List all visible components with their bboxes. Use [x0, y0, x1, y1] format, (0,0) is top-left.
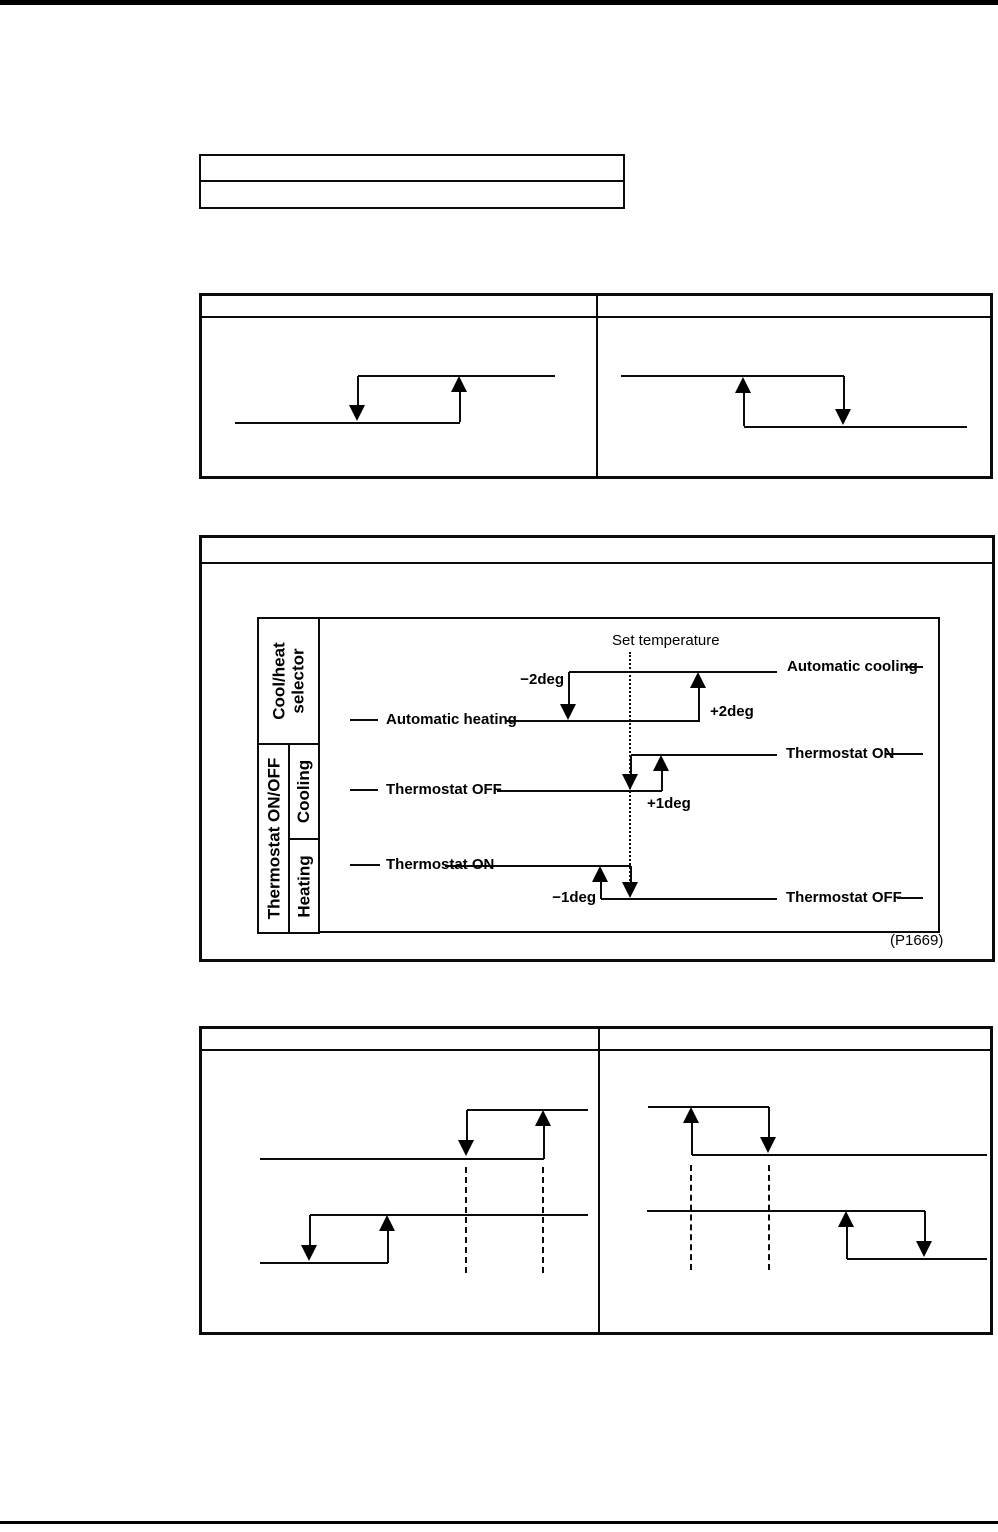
- step-line-low: [692, 1154, 987, 1156]
- arrow-down-icon: [560, 704, 576, 720]
- transition-line: [661, 770, 663, 791]
- label-tick: [886, 753, 923, 755]
- label-tick: [905, 666, 923, 668]
- figure-reference: (P1669): [890, 932, 944, 949]
- transition-line: [309, 1215, 311, 1247]
- table-border: [199, 293, 993, 479]
- set-temperature-label: Set temperature: [612, 632, 720, 649]
- auto-cooling-line: [569, 671, 777, 673]
- label-tick: [350, 864, 380, 866]
- label-tick: [897, 897, 923, 899]
- row-label-cool-heat-selector: Cool/heat selector: [257, 617, 320, 745]
- dashed-guide-line: [690, 1165, 692, 1270]
- step-line-high: [310, 1214, 588, 1216]
- thermostat-off-label: Thermostat OFF: [786, 889, 902, 906]
- arrow-down-icon: [622, 774, 638, 790]
- arrow-down-icon: [458, 1140, 474, 1156]
- step-line-low: [260, 1158, 544, 1160]
- arrow-down-icon: [835, 409, 851, 425]
- row-label-thermostat-on-off: Thermostat ON/OFF: [257, 743, 290, 934]
- thermostat-off-line: [497, 790, 662, 792]
- arrow-down-icon: [349, 405, 365, 421]
- step-line-low: [235, 422, 460, 424]
- transition-line: [357, 376, 359, 406]
- cooling-label: Cooling: [294, 759, 314, 824]
- step-line-high: [648, 1106, 769, 1108]
- thermostat-on-line: [631, 754, 777, 756]
- arrow-down-icon: [301, 1245, 317, 1261]
- transition-line: [924, 1211, 926, 1243]
- auto-heating-line: [505, 720, 700, 722]
- arrow-up-icon: [535, 1110, 551, 1126]
- arrow-up-icon: [653, 755, 669, 771]
- arrow-down-icon: [622, 882, 638, 898]
- heating-label: Heating: [294, 854, 314, 918]
- arrow-up-icon: [683, 1107, 699, 1123]
- empty-table-border: [199, 154, 625, 209]
- transition-line: [568, 672, 570, 705]
- plus-2deg-label: +2deg: [710, 703, 754, 720]
- row-label-heating: Heating: [288, 838, 320, 934]
- step-line-low: [260, 1262, 388, 1264]
- step-line-low: [744, 426, 967, 428]
- minus-1deg-label: −1deg: [552, 889, 596, 906]
- arrow-up-icon: [690, 672, 706, 688]
- arrow-up-icon: [451, 376, 467, 392]
- bottom-edge-rule: [0, 1521, 998, 1524]
- table-border: [199, 1026, 993, 1335]
- cool-heat-selector-label: Cool/heat selector: [269, 642, 308, 720]
- table-column-divider: [596, 296, 598, 476]
- arrow-down-icon: [916, 1241, 932, 1257]
- transition-line: [600, 881, 602, 899]
- empty-table-row-divider: [201, 180, 623, 182]
- transition-line: [843, 376, 845, 409]
- label-tick: [350, 789, 378, 791]
- transition-line: [743, 393, 745, 426]
- thermostat-off-label: Thermostat OFF: [386, 781, 502, 798]
- section-header-divider: [202, 562, 992, 564]
- arrow-up-icon: [379, 1215, 395, 1231]
- dashed-guide-line: [768, 1165, 770, 1270]
- transition-line: [630, 866, 632, 884]
- transition-line: [459, 392, 461, 422]
- transition-line: [691, 1123, 693, 1155]
- section-border: [199, 535, 995, 962]
- transition-line: [846, 1227, 848, 1259]
- arrow-up-icon: [592, 866, 608, 882]
- transition-line: [698, 687, 700, 721]
- thermostat-on-line: [445, 865, 631, 867]
- table-header-divider: [202, 1049, 990, 1051]
- arrow-up-icon: [838, 1211, 854, 1227]
- dashed-guide-line: [465, 1167, 467, 1273]
- thermostat-on-off-label: Thermostat ON/OFF: [264, 757, 284, 920]
- transition-line: [768, 1107, 770, 1139]
- auto-heating-label: Automatic heating: [386, 711, 517, 728]
- transition-line: [466, 1110, 468, 1142]
- step-line-low: [847, 1258, 987, 1260]
- transition-line: [630, 755, 632, 776]
- thermostat-on-label: Thermostat ON: [386, 856, 495, 873]
- step-line-high: [621, 375, 844, 377]
- step-line-high: [467, 1109, 588, 1111]
- step-line-high: [647, 1210, 925, 1212]
- top-edge-bar: [0, 0, 998, 5]
- arrow-down-icon: [760, 1137, 776, 1153]
- thermostat-on-label: Thermostat ON: [786, 745, 895, 762]
- transition-line: [387, 1231, 389, 1263]
- minus-2deg-label: −2deg: [520, 671, 564, 688]
- plus-1deg-label: +1deg: [647, 795, 691, 812]
- row-label-cooling: Cooling: [288, 743, 320, 840]
- thermostat-off-line: [601, 898, 777, 900]
- label-tick: [350, 719, 378, 721]
- table-column-divider: [598, 1029, 600, 1332]
- transition-line: [543, 1126, 545, 1159]
- arrow-up-icon: [735, 377, 751, 393]
- dashed-guide-line: [542, 1167, 544, 1273]
- auto-cooling-label: Automatic cooling: [787, 658, 918, 675]
